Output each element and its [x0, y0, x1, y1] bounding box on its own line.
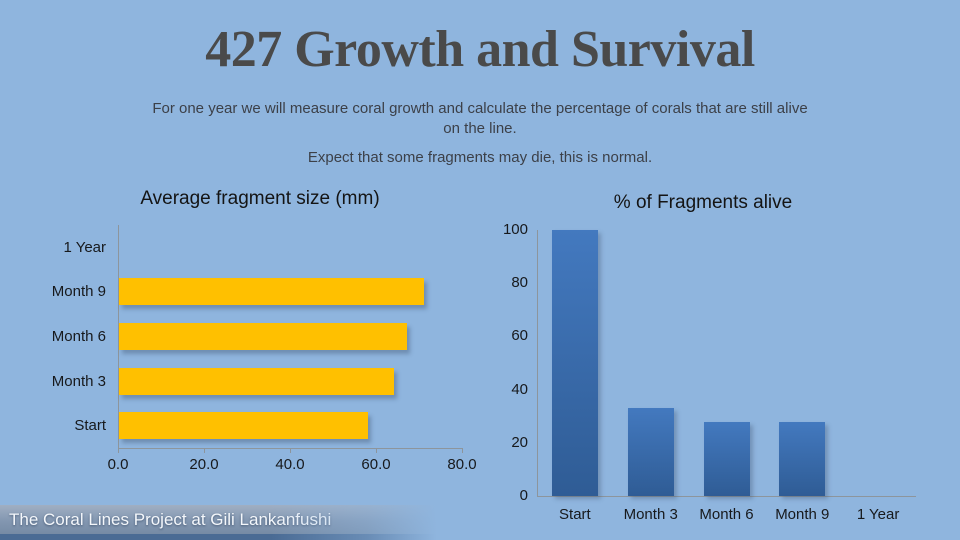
right-chart-category-month-6: Month 6	[699, 506, 754, 523]
right-chart-category-month-9: Month 9	[775, 506, 830, 523]
right-chart-ytick-40: 40	[511, 380, 528, 398]
left-chart-category-start: Start	[74, 417, 106, 435]
right-chart-category-1-year: 1 Year	[856, 506, 900, 523]
right-chart-ytick-60: 60	[511, 327, 528, 345]
bar-month-6	[119, 323, 408, 350]
bar-month-9	[119, 278, 425, 306]
bar-month-9	[779, 421, 826, 496]
right-chart-y-axis	[537, 230, 538, 496]
right-chart-x-axis	[537, 496, 916, 497]
left-chart-tick-label-0: 0.0	[107, 456, 129, 473]
left-chart-y-axis	[118, 225, 119, 448]
left-chart-tick-label-1: 20.0	[189, 456, 219, 473]
left-chart-tick-label-2: 40.0	[275, 456, 305, 473]
subtitle-line-1: For one year we will measure coral growt…	[152, 100, 808, 137]
chart-percent-fragments-alive: % of Fragments alive 0 20 40 60 80 100 Start Mo…	[478, 190, 928, 535]
right-chart-title: % of Fragments alive	[613, 192, 793, 213]
bar-month-3	[627, 408, 674, 496]
left-chart-tick-0	[118, 448, 119, 453]
right-chart-category-month-3: Month 3	[623, 506, 678, 523]
subtitle-line-2: Expect that some fragments may die, this…	[307, 149, 653, 166]
left-chart-tick-3	[376, 448, 377, 453]
left-chart-tick-label-4: 80.0	[447, 456, 477, 473]
bar-month-6	[703, 421, 750, 496]
chart-average-fragment-size: Average fragment size (mm) 1 Year Month 9…	[40, 186, 480, 486]
left-chart-category-month-3: Month 3	[51, 372, 106, 390]
left-chart-title: Average fragment size (mm)	[140, 188, 380, 209]
bar-month-3	[119, 367, 395, 395]
left-chart-tick-4	[462, 448, 463, 453]
footer-text: The Coral Lines Project at Gili Lankanfu…	[9, 509, 332, 529]
slide-subtitle: For one year we will measure coral growt…	[150, 99, 810, 168]
bar-start	[551, 230, 598, 496]
right-chart-ytick-80: 80	[511, 274, 528, 292]
left-chart-category-month-9: Month 9	[51, 283, 106, 301]
left-chart-category-month-6: Month 6	[51, 327, 106, 345]
left-chart-tick-2	[290, 448, 291, 453]
left-chart-category-1-year: 1 Year	[63, 238, 106, 256]
banner-bottom-strip	[0, 534, 437, 540]
right-chart-ytick-0: 0	[519, 487, 528, 504]
right-chart-category-start: Start	[559, 506, 591, 523]
footer-banner: The Coral Lines Project at Gili Lankanfu…	[0, 505, 437, 540]
left-chart-tick-label-3: 60.0	[361, 456, 391, 473]
bar-start	[119, 412, 369, 440]
right-chart-ytick-100: 100	[502, 221, 528, 238]
slide-title: 427 Growth and Survival	[205, 21, 755, 78]
left-chart-tick-1	[204, 448, 205, 453]
right-chart-ytick-20: 20	[511, 433, 528, 451]
